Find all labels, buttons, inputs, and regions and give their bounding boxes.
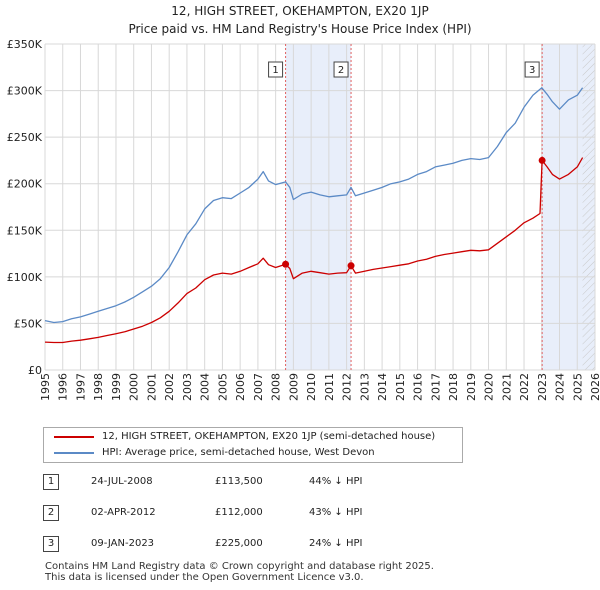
x-tick-label: 2003 [181,373,194,401]
x-tick-label: 2006 [234,373,247,401]
x-tick-label: 2019 [465,373,478,401]
y-tick-label: £100K [7,271,43,284]
sale-label-number: 1 [272,65,278,76]
x-tick-label: 2024 [554,373,567,401]
x-tick-label: 2025 [571,373,584,401]
sale-number-badge: 1 [43,474,59,490]
x-tick-label: 2011 [323,373,336,401]
sale-hpi-diff: 44% ↓ HPI [309,476,363,487]
x-tick-label: 2001 [145,373,158,401]
sale-markers: 1 2 3 [268,61,546,270]
axis-layer: £0 £50K £100K £150K £200K £250K £300K £350K 1995… [7,38,600,401]
sale-date: 09-JAN-2023 [91,538,155,549]
y-tick-label: £0 [28,364,42,377]
future-hatch [582,44,595,370]
legend-swatch-hpi [54,452,94,454]
legend: 12, HIGH STREET, OKEHAMPTON, EX20 1JP (s… [43,427,463,463]
x-tick-label: 1995 [39,373,52,401]
sale-hpi-diff: 24% ↓ HPI [309,538,363,549]
shade-layer [285,44,595,370]
sale-date: 24-JUL-2008 [91,476,153,487]
footer: Contains HM Land Registry data © Crown c… [45,561,434,583]
x-tick-label: 2007 [252,373,265,401]
x-tick-label: 2014 [376,373,389,401]
shaded-period [285,44,352,370]
series-layer [44,87,584,344]
x-tick-label: 2004 [199,373,212,401]
x-tick-label: 2022 [518,373,531,401]
grid-layer [44,43,596,371]
y-tick-label: £50K [14,317,43,330]
sale-label-box [268,61,284,78]
sale-label-box [524,61,540,78]
x-tick-label: 2020 [483,373,496,401]
y-tick-label: £150K [7,224,43,237]
x-tick-label: 2005 [216,373,229,401]
x-tick-label: 1997 [74,373,87,401]
chart-subtitle: Price paid vs. HM Land Registry's House … [128,22,472,36]
x-tick-label: 2021 [500,373,513,401]
x-tick-label: 2026 [589,373,600,401]
chart-title: 12, HIGH STREET, OKEHAMPTON, EX20 1JP [171,4,429,18]
x-tick-label: 2002 [163,373,176,401]
sale-point [282,260,290,268]
sale-price: £225,000 [215,538,263,549]
sale-number-badge: 3 [43,536,59,552]
x-tick-label: 1996 [57,373,70,401]
sale-point [538,156,546,164]
x-tick-label: 2013 [358,373,371,401]
x-tick-label: 2017 [429,373,442,401]
x-tick-label: 1998 [92,373,105,401]
sale-date: 02-APR-2012 [91,507,156,518]
price-chart: 1 2 3 £0 £50K £100K £150K £200K £250K £300K £350K… [7,38,600,401]
legend-label-hpi: HPI: Average price, semi-detached house,… [102,447,375,458]
y-tick-label: £250K [7,131,43,144]
y-tick-label: £200K [7,178,43,191]
legend-label-property: 12, HIGH STREET, OKEHAMPTON, EX20 1JP (s… [102,431,436,442]
sale-row: 1 24-JUL-2008 £113,500 44% ↓ HPI [43,474,403,492]
x-tick-label: 2018 [447,373,460,401]
x-tick-label: 2012 [341,373,354,401]
sale-row: 2 02-APR-2012 £112,000 43% ↓ HPI [43,505,403,523]
footer-line-2: This data is licensed under the Open Gov… [45,572,364,583]
legend-swatch-property [54,436,94,438]
y-tick-label: £300K [7,85,43,98]
x-tick-label: 2015 [394,373,407,401]
sale-number-badge: 2 [43,505,59,521]
sale-label-number: 2 [338,65,344,76]
sale-point [347,262,355,270]
x-tick-label: 2008 [270,373,283,401]
sale-hpi-diff: 43% ↓ HPI [309,507,363,518]
x-tick-label: 2010 [305,373,318,401]
x-tick-label: 2000 [128,373,141,401]
hpi-line [44,87,584,324]
x-tick-label: 2023 [536,373,549,401]
property-price-line [44,157,584,344]
sale-label-number: 3 [529,65,535,76]
sale-row: 3 09-JAN-2023 £225,000 24% ↓ HPI [43,536,403,554]
y-tick-label: £350K [7,38,43,51]
x-tick-label: 2016 [412,373,425,401]
sale-price: £112,000 [215,507,263,518]
sale-price: £113,500 [215,476,263,487]
x-tick-label: 1999 [110,373,123,401]
footer-line-1: Contains HM Land Registry data © Crown c… [45,561,434,572]
x-tick-label: 2009 [287,373,300,401]
sale-label-box [333,61,349,78]
